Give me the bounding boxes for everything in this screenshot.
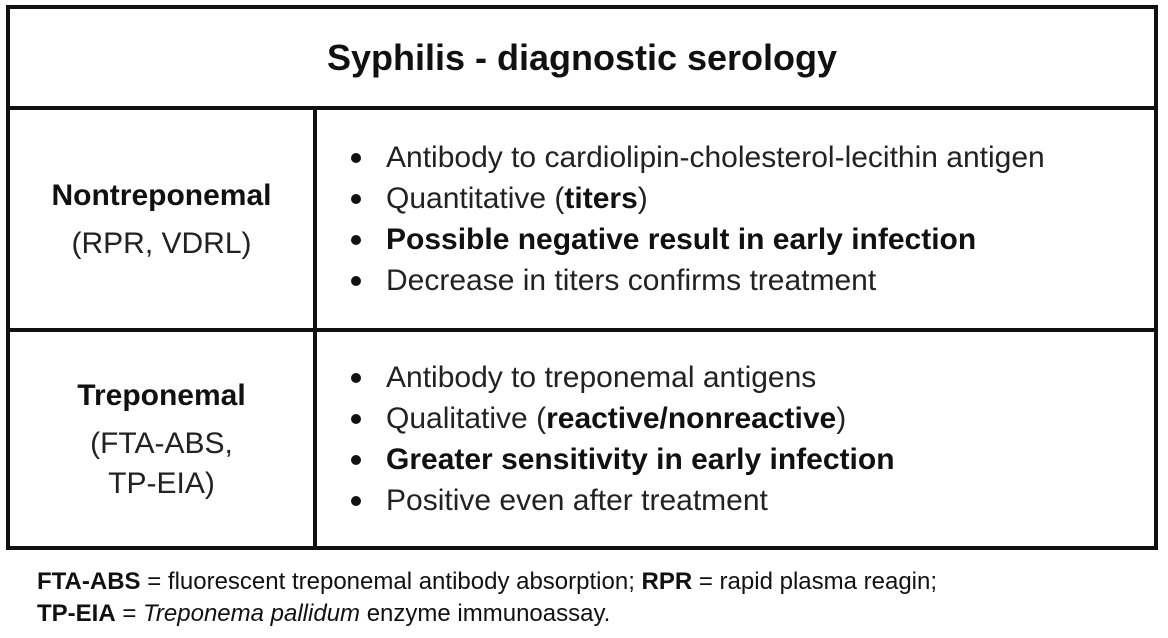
footnote-line: FTA-ABS = fluorescent treponemal antibod… <box>37 568 938 595</box>
bullet-icon <box>351 152 361 163</box>
list-item-text: Antibody to treponemal antigens <box>386 361 817 394</box>
bullet-icon <box>351 372 361 383</box>
footnote-line: TP-EIA = Treponema pallidum enzyme immun… <box>37 600 611 627</box>
list-item-text: Decrease in titers confirms treatment <box>386 264 877 297</box>
bullet-list: Antibody to cardiolipin-cholesterol-leci… <box>317 110 1154 328</box>
serology-table: Syphilis - diagnostic serology Nontrepon… <box>6 5 1158 550</box>
list-item: Positive even after treatment <box>351 480 1154 521</box>
list-item: Qualitative (reactive/nonreactive) <box>351 398 1154 439</box>
test-category-name: Treponemal <box>77 379 246 412</box>
list-item: Antibody to cardiolipin-cholesterol-leci… <box>351 137 1154 178</box>
table-row-nontreponemal: Nontreponemal (RPR, VDRL) Antibody to ca… <box>10 110 1154 332</box>
table-row-treponemal: Treponemal (FTA-ABS, TP-EIA) Antibody to… <box>10 332 1154 546</box>
bullet-icon <box>351 413 361 424</box>
bullet-icon <box>351 454 361 465</box>
list-item: Greater sensitivity in early infection <box>351 439 1154 480</box>
list-item: Possible negative result in early infect… <box>351 219 1154 260</box>
row-header-cell: Nontreponemal (RPR, VDRL) <box>10 110 317 328</box>
test-category-name: Nontreponemal <box>51 179 272 212</box>
list-item: Antibody to treponemal antigens <box>351 357 1154 398</box>
bullet-icon <box>351 193 361 204</box>
list-item-text: Positive even after treatment <box>386 484 768 517</box>
list-item-text: Greater sensitivity in early infection <box>386 443 895 476</box>
list-item-text: Antibody to cardiolipin-cholesterol-leci… <box>386 141 1045 174</box>
row-header-cell: Treponemal (FTA-ABS, TP-EIA) <box>10 332 317 546</box>
test-examples: (FTA-ABS, TP-EIA) <box>90 427 233 500</box>
list-item-text: Qualitative (reactive/nonreactive) <box>386 402 847 435</box>
list-item-text: Quantitative (titers) <box>386 182 648 215</box>
footnote: FTA-ABS = fluorescent treponemal antibod… <box>37 566 937 630</box>
list-item-text: Possible negative result in early infect… <box>386 223 977 256</box>
bullet-icon <box>351 275 361 286</box>
bullet-list: Antibody to treponemal antigens Qualitat… <box>317 332 1154 546</box>
bullet-icon <box>351 234 361 245</box>
test-examples: (RPR, VDRL) <box>71 227 252 260</box>
bullet-icon <box>351 495 361 506</box>
table-title: Syphilis - diagnostic serology <box>10 9 1154 110</box>
list-item: Decrease in titers confirms treatment <box>351 260 1154 301</box>
list-item: Quantitative (titers) <box>351 178 1154 219</box>
